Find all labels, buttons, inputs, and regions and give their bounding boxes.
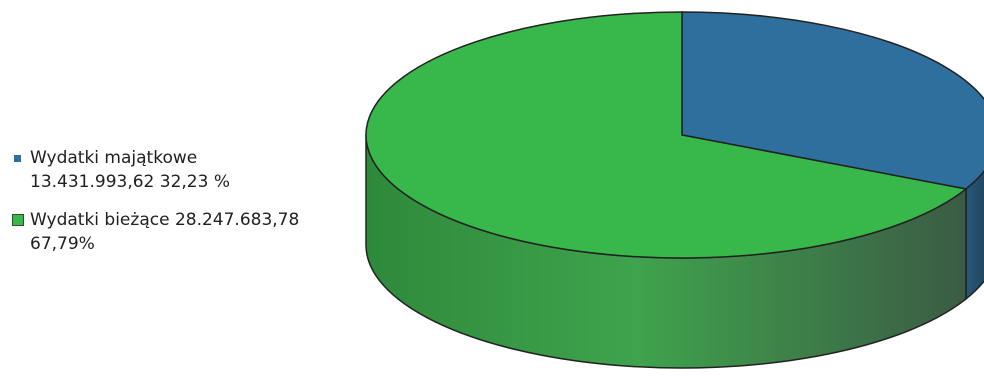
- legend-text-wydatki-biezace: Wydatki bieżące 28.247.683,78 67,79%: [30, 210, 300, 254]
- legend-text-wydatki-majatkowe: Wydatki majątkowe 13.431.993,62 32,23 %: [30, 148, 230, 192]
- legend-item-wydatki-biezace: Wydatki bieżące 28.247.683,78 67,79%: [12, 208, 342, 256]
- legend: Wydatki majątkowe 13.431.993,62 32,23 % …: [12, 146, 342, 270]
- legend-swatch-wydatki-majatkowe: [14, 155, 21, 162]
- pie-layer: [365, 11, 984, 369]
- legend-swatch-wydatki-biezace: [12, 214, 24, 226]
- pie-slice-wydatki-majatkowe: [681, 11, 984, 190]
- legend-item-wydatki-majatkowe: Wydatki majątkowe 13.431.993,62 32,23 %: [12, 146, 342, 194]
- pie-slice-wydatki-biezace: [365, 11, 968, 259]
